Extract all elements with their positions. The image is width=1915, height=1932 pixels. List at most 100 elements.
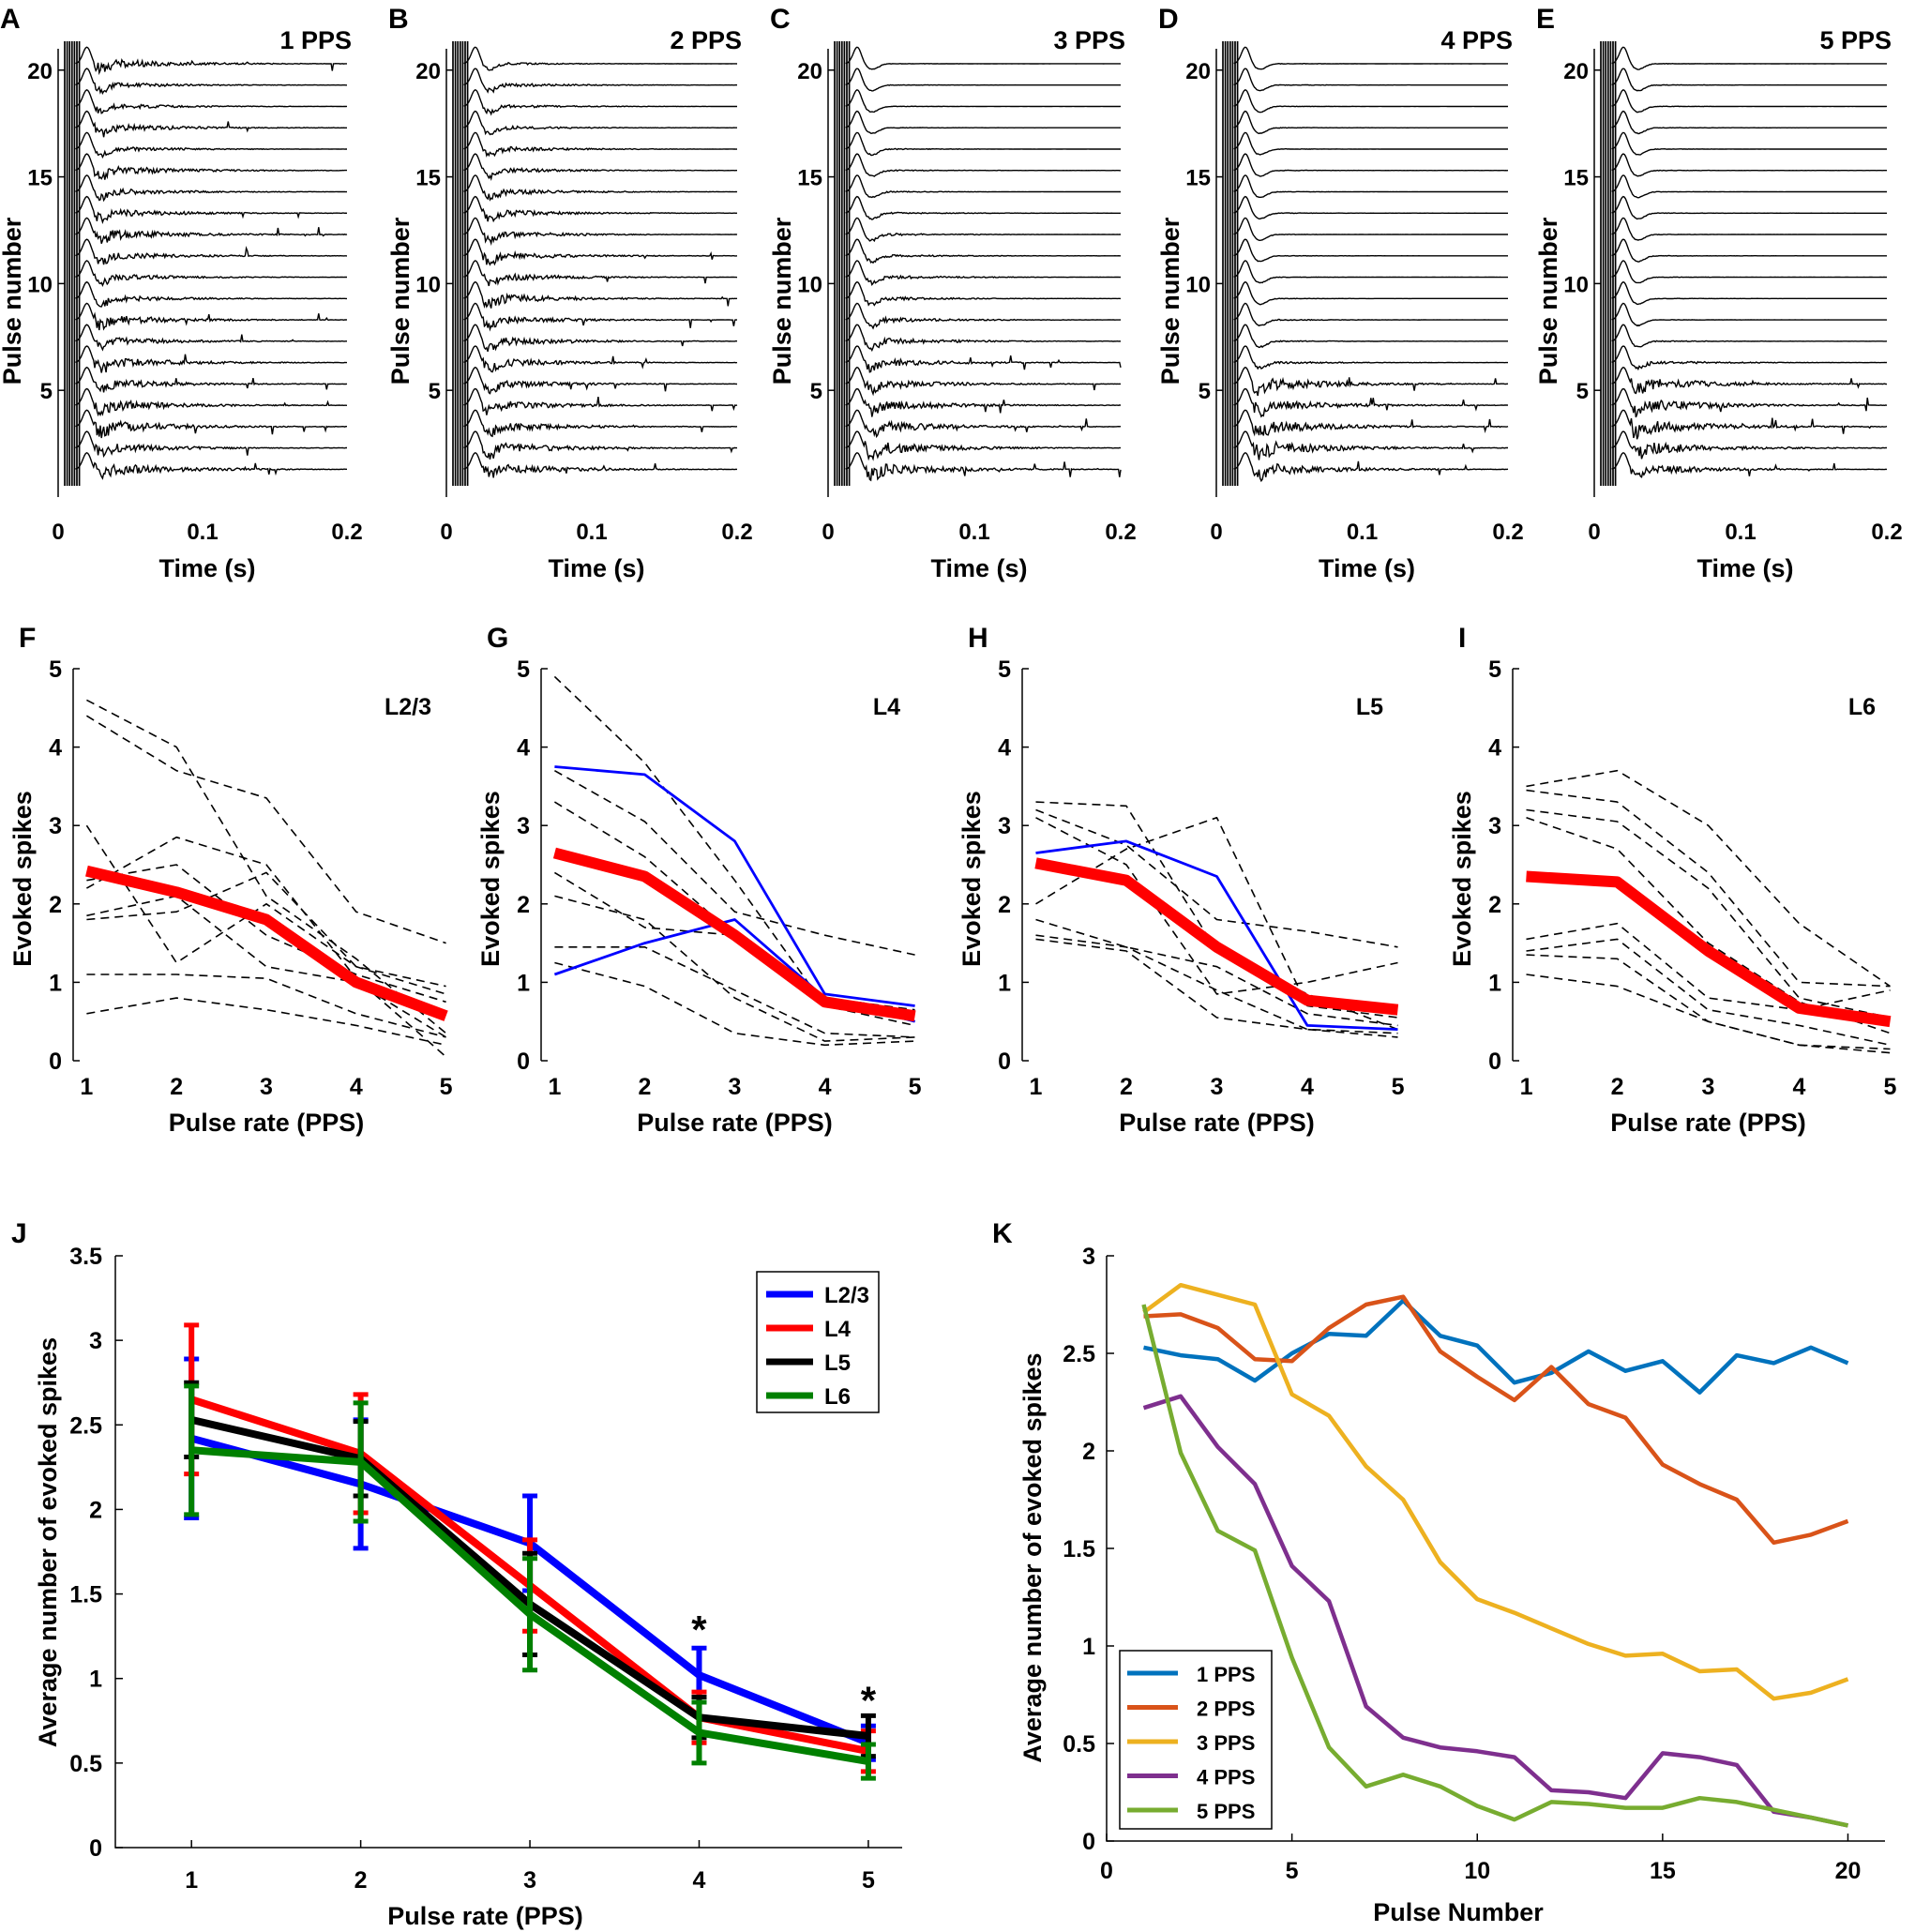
panel-label: E	[1536, 4, 1555, 35]
y-tick-label: 10	[27, 272, 53, 297]
trace-pulse-3	[463, 409, 738, 438]
trace-pulse-11	[75, 238, 348, 265]
x-tick-label: 1	[185, 1867, 198, 1894]
legend-label: 4 PPS	[1197, 1766, 1255, 1789]
trace-pulse-11	[1611, 238, 1887, 263]
stimulus-artifact	[1600, 41, 1617, 486]
y-tick-label: 1	[1488, 970, 1501, 996]
trace-pulse-3	[1611, 409, 1888, 440]
dashed-neuron-line-1	[86, 699, 447, 1034]
trace-pulse-15	[463, 153, 737, 182]
trace-pulse-13	[1611, 195, 1887, 220]
dashed-neuron-line-1	[1035, 801, 1398, 1031]
trace-pulse-13	[75, 195, 348, 224]
x-tick-label: 3	[1211, 1074, 1224, 1100]
trace-pulse-6	[1611, 345, 1888, 371]
y-tick-label: 5	[429, 379, 441, 404]
trace-pulse-6	[75, 345, 347, 373]
x-tick-label: 0.2	[1871, 520, 1902, 545]
panel-label: H	[968, 623, 988, 654]
dashed-neuron-line-3	[85, 824, 446, 995]
trace-pulse-11	[1233, 238, 1508, 263]
trace-pulse-4	[1233, 387, 1509, 418]
y-tick-label: 4	[998, 735, 1011, 762]
series-line-4-pps	[1142, 1394, 1848, 1828]
highlight-neuron-line-1	[554, 765, 915, 1007]
x-tick-label: 4	[819, 1074, 832, 1100]
x-tick-label: 2	[639, 1074, 652, 1100]
chart-title: 4 PPS	[1440, 26, 1513, 54]
x-tick-label: 5	[862, 1867, 875, 1894]
trace-pulse-5	[1611, 366, 1888, 395]
mean-line	[1526, 870, 1892, 1028]
x-tick-label: 1	[80, 1074, 93, 1100]
x-axis-label: Pulse rate (PPS)	[637, 1109, 833, 1137]
trace-pulse-12	[75, 217, 348, 245]
y-tick-label: 15	[1185, 166, 1211, 191]
dashed-neuron-line-2	[554, 770, 915, 956]
trace-pulse-20	[1611, 46, 1887, 70]
y-axis-label: Average number of evoked spikes	[34, 1337, 62, 1747]
trace-pulse-9	[463, 280, 738, 309]
trace-pulse-9	[1233, 280, 1508, 306]
y-tick-label: 0	[1488, 1049, 1501, 1075]
y-tick-label: 0	[49, 1049, 62, 1075]
y-tick-label: 1	[998, 970, 1011, 996]
legend-label: 5 PPS	[1197, 1800, 1255, 1823]
trace-pulse-7	[1233, 324, 1508, 349]
trace-pulse-5	[463, 366, 738, 395]
trace-pulse-19	[75, 68, 347, 96]
x-tick-label: 1	[1030, 1074, 1043, 1100]
trace-pulse-10	[75, 260, 347, 287]
y-tick-label: 5	[998, 657, 1011, 683]
trace-pulse-12	[845, 217, 1121, 243]
dashed-neuron-line-6	[1526, 938, 1891, 1047]
y-tick-label: 10	[797, 272, 822, 297]
x-tick-label: 0	[440, 520, 452, 545]
y-tick-label: 0	[1082, 1829, 1095, 1855]
trace-pulse-16	[845, 131, 1121, 157]
trace-pulse-2	[1611, 430, 1888, 460]
y-axis-label: Evoked spikes	[1448, 791, 1476, 967]
dashed-neuron-line-5	[86, 836, 447, 1058]
trace-pulse-13	[463, 195, 738, 223]
x-tick-label: 2	[1611, 1074, 1624, 1100]
stimulus-artifact	[1222, 41, 1239, 486]
x-axis-label: Time (s)	[1696, 554, 1793, 582]
chart-title: L6	[1848, 694, 1876, 720]
trace-pulse-6	[1233, 345, 1508, 370]
y-tick-label: 15	[1563, 166, 1589, 191]
dashed-neuron-line-4	[86, 864, 446, 1004]
y-axis-label: Evoked spikes	[8, 791, 37, 967]
y-axis-label: Average number of evoked spikes	[1018, 1352, 1047, 1762]
stimulus-artifact	[64, 41, 81, 486]
trace-pulse-9	[845, 280, 1122, 307]
trace-pulse-18	[1611, 88, 1888, 113]
y-tick-label: 3	[1082, 1244, 1095, 1270]
y-tick-label: 5	[1576, 379, 1589, 404]
y-tick-label: 15	[797, 166, 822, 191]
legend-label: L4	[824, 1317, 852, 1342]
trace-pulse-8	[845, 302, 1122, 330]
trace-pulse-14	[75, 174, 348, 203]
y-tick-label: 3	[89, 1328, 102, 1354]
raster-panel-c: 5 10 15 20 0 0.1 0.2 C 3 PPS Time (s) Pulse number	[768, 4, 1137, 582]
trace-pulse-17	[463, 110, 737, 136]
trace-pulse-10	[1611, 260, 1888, 284]
x-tick-label: 4	[693, 1867, 706, 1894]
trace-pulse-14	[845, 174, 1121, 199]
trace-pulse-1	[845, 452, 1122, 482]
trace-pulse-11	[463, 238, 738, 266]
y-tick-label: 3.5	[69, 1244, 102, 1270]
panel-label: A	[0, 4, 21, 35]
trace-pulse-16	[75, 131, 347, 159]
trace-pulse-19	[1233, 68, 1508, 92]
x-tick-label: 0.2	[721, 520, 752, 545]
y-tick-label: 10	[415, 272, 441, 297]
panel-label: F	[19, 623, 36, 654]
trace-pulse-19	[463, 68, 738, 94]
significance-asterisk: *	[861, 1679, 877, 1723]
mean-line	[552, 847, 916, 1022]
x-tick-label: 0.1	[958, 520, 989, 545]
x-axis-label: Pulse Number	[1373, 1898, 1544, 1926]
